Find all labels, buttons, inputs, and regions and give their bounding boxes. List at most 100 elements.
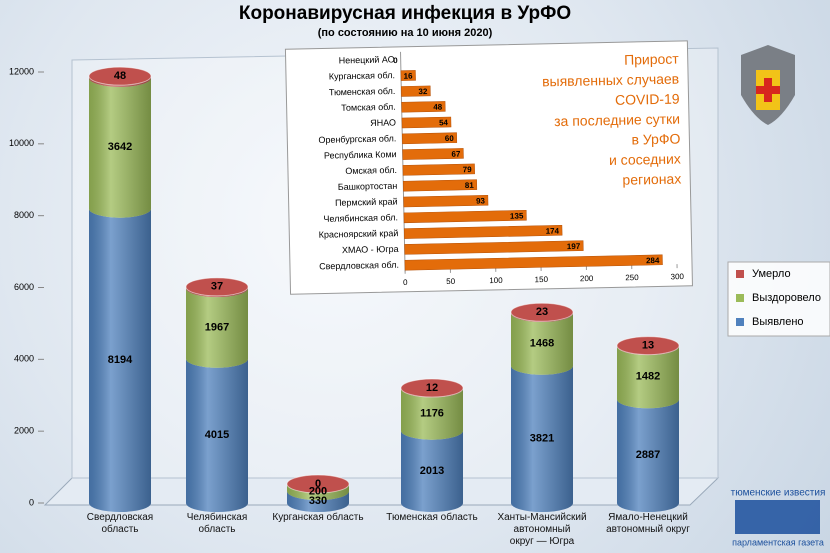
inset-title: Прирост выявленных случаев COVID-19 за п… [541, 50, 682, 188]
chart-subtitle: (по состоянию на 10 июня 2020) [318, 27, 493, 39]
legend-label: Выявлено [752, 316, 804, 328]
cylinder-top [88, 66, 152, 86]
value-label: 135 [510, 211, 524, 220]
bar [401, 101, 446, 113]
legend-swatch [736, 294, 744, 302]
logo-bottom: парламентская газета [732, 537, 824, 547]
y-tick-label: Омская обл. [345, 165, 397, 176]
logo-top: тюменские известия [731, 488, 826, 499]
cylinder-shine [511, 312, 573, 512]
value-label: 1176 [420, 407, 444, 419]
y-tick-label: Челябинская обл. [323, 212, 398, 224]
x-tick-label: 200 [580, 274, 594, 283]
value-label: 1468 [530, 337, 554, 349]
value-label: 284 [646, 256, 660, 265]
value-label: 0 [315, 478, 321, 490]
logo-mark [735, 500, 820, 534]
y-tick-label: 8000 [14, 210, 34, 220]
y-tick-label: 2000 [14, 426, 34, 436]
y-tick-label: 12000 [9, 66, 34, 76]
value-label: 8194 [108, 354, 133, 366]
cylinder-shine [617, 345, 679, 512]
cylinder-shine [287, 483, 349, 512]
x-tick-label: 0 [403, 278, 408, 287]
x-tick-label: Челябинская область [186, 512, 248, 535]
cylinder-shine [89, 76, 151, 512]
value-label: 0 [393, 56, 398, 65]
bar [401, 132, 458, 145]
legend-swatch [736, 270, 744, 278]
value-label: 330 [309, 495, 327, 507]
legend-swatch [736, 318, 744, 326]
bar [404, 254, 663, 271]
value-label: 60 [445, 134, 455, 143]
y-tick-label: Пермский край [335, 197, 398, 208]
cylinder-top [400, 378, 464, 398]
value-label: 1482 [636, 371, 660, 383]
bar [400, 70, 416, 81]
value-label: 37 [211, 281, 223, 293]
value-label: 13 [642, 340, 654, 352]
chart-title: Коронавирусная инфекция в УрФО [239, 3, 571, 24]
value-label: 32 [418, 87, 428, 96]
y-tick-label: Башкортостан [338, 181, 398, 192]
value-label: 1967 [205, 321, 229, 333]
x-tick-label: 50 [446, 277, 456, 286]
x-tick-label: Ханты-Мансийский автономный округ — Югра [497, 512, 587, 547]
cylinder-top [286, 474, 350, 494]
value-label: 16 [404, 72, 414, 81]
x-tick-label: Свердловская область [86, 512, 154, 535]
y-tick-label: Красноярский край [319, 228, 399, 240]
x-tick-label: 150 [535, 275, 549, 284]
x-tick-label: 100 [489, 276, 503, 285]
bar [403, 209, 527, 224]
bar [402, 179, 478, 192]
y-tick-label: 4000 [14, 354, 34, 364]
value-label: 3821 [530, 432, 554, 444]
inset-frame [284, 40, 693, 295]
legend-label: Выздоровело [752, 292, 821, 304]
value-label: 3642 [108, 141, 132, 153]
value-label: 4015 [205, 429, 229, 441]
value-label: 81 [465, 181, 475, 190]
legend-label: Умерло [752, 268, 791, 280]
y-tick-label: 6000 [14, 282, 34, 292]
cylinder-top [185, 277, 249, 297]
bar [400, 85, 431, 97]
value-label: 23 [536, 306, 548, 318]
y-tick-label: 0 [29, 497, 34, 507]
value-label: 197 [567, 242, 581, 251]
y-tick-label: Свердловская обл. [319, 260, 399, 272]
bar [402, 163, 475, 176]
value-label: 12 [426, 382, 438, 394]
value-label: 174 [546, 226, 560, 235]
x-tick-label: 300 [671, 272, 685, 281]
value-label: 200 [309, 485, 327, 497]
emblem [741, 45, 795, 125]
value-label: 79 [463, 165, 473, 174]
y-tick-label: Томская обл. [341, 102, 396, 113]
y-tick-label: Ненецкий АО [339, 54, 395, 65]
value-label: 2013 [420, 465, 444, 477]
cylinder-top [510, 302, 574, 322]
cylinder-top [616, 336, 680, 356]
value-label: 54 [439, 118, 449, 127]
cylinder-shine [186, 286, 248, 512]
x-tick-label: 250 [625, 273, 639, 282]
y-tick-label: ЯНАО [370, 118, 396, 129]
value-label: 67 [451, 150, 461, 159]
value-label: 2887 [636, 449, 660, 461]
cylinder-shine [401, 388, 463, 512]
x-tick-label: Ямало-Ненецкий автономный округ [606, 512, 690, 535]
value-label: 48 [114, 70, 126, 82]
value-label: 48 [433, 102, 443, 111]
legend [727, 261, 830, 337]
x-tick-label: Тюменская область [386, 512, 478, 523]
y-tick-label: 10000 [9, 138, 34, 148]
y-tick-label: Оренбургская обл. [318, 133, 396, 145]
x-tick-label: Курганская область [272, 512, 364, 523]
y-tick-label: Курганская обл. [329, 70, 395, 81]
y-tick-label: Республика Коми [324, 149, 397, 161]
